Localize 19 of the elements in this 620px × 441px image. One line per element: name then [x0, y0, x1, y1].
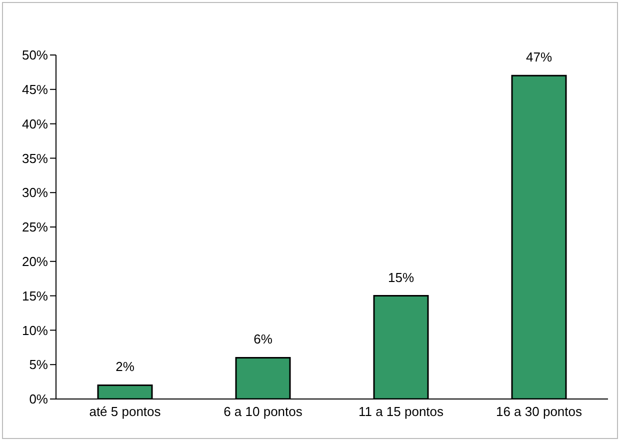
y-tick-label: 5%: [29, 357, 48, 372]
y-tick-label: 25%: [22, 220, 48, 235]
data-label: 47%: [526, 50, 552, 65]
y-tick-label: 10%: [22, 322, 48, 338]
y-tick-label: 15%: [22, 288, 48, 304]
y-tick-label: 45%: [22, 82, 48, 98]
y-tick-label: 0%: [29, 392, 48, 407]
y-tick-label: 50%: [22, 48, 48, 63]
data-label: 15%: [388, 270, 414, 285]
x-tick-label: 6 a 10 pontos: [224, 404, 303, 420]
y-tick-label: 30%: [22, 185, 48, 200]
data-label: 2%: [116, 359, 135, 374]
data-label: 6%: [254, 332, 273, 347]
y-tick-label: 20%: [22, 254, 48, 270]
x-tick-label: 11 a 15 pontos: [358, 404, 444, 420]
x-tick-label: 16 a 30 pontos: [496, 404, 582, 420]
y-tick-label: 40%: [22, 116, 48, 132]
x-tick-label: até 5 pontos: [89, 404, 162, 420]
y-tick-label: 35%: [22, 150, 48, 166]
